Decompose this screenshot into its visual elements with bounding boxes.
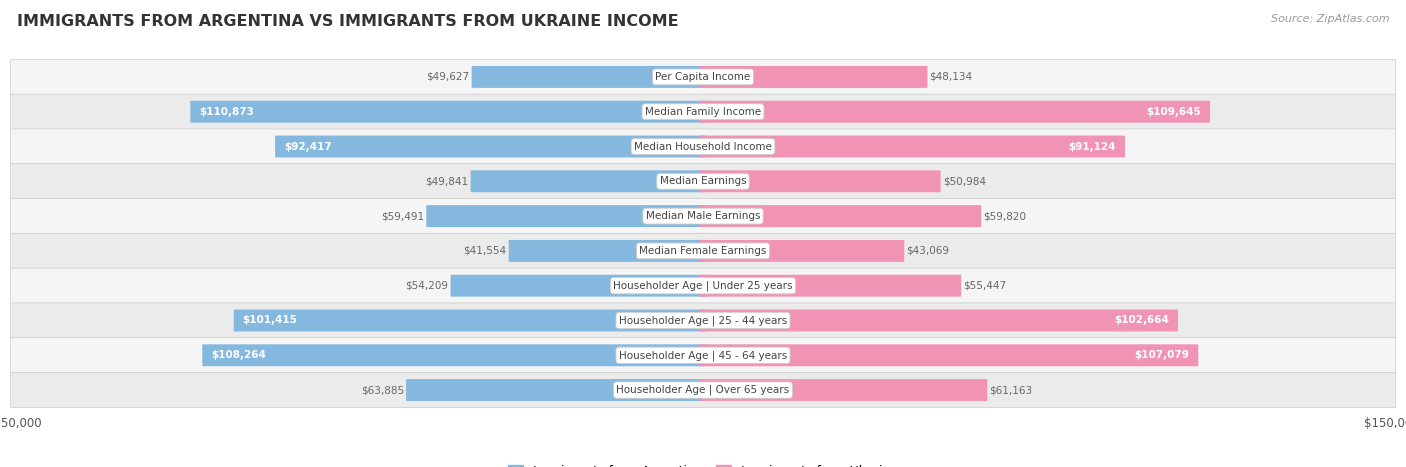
Text: $54,209: $54,209	[405, 281, 449, 290]
Text: $41,554: $41,554	[464, 246, 506, 256]
FancyBboxPatch shape	[700, 135, 1125, 157]
FancyBboxPatch shape	[11, 303, 1395, 338]
Text: $50,984: $50,984	[942, 177, 986, 186]
Text: $61,163: $61,163	[990, 385, 1032, 395]
FancyBboxPatch shape	[11, 338, 1395, 373]
FancyBboxPatch shape	[190, 101, 706, 123]
Text: $43,069: $43,069	[907, 246, 949, 256]
Text: IMMIGRANTS FROM ARGENTINA VS IMMIGRANTS FROM UKRAINE INCOME: IMMIGRANTS FROM ARGENTINA VS IMMIGRANTS …	[17, 14, 679, 29]
FancyBboxPatch shape	[471, 66, 706, 88]
FancyBboxPatch shape	[11, 268, 1395, 303]
Text: Median Male Earnings: Median Male Earnings	[645, 211, 761, 221]
FancyBboxPatch shape	[700, 379, 987, 401]
Text: $110,873: $110,873	[200, 107, 254, 117]
FancyBboxPatch shape	[700, 66, 928, 88]
FancyBboxPatch shape	[11, 234, 1395, 269]
FancyBboxPatch shape	[700, 205, 981, 227]
Text: $101,415: $101,415	[243, 316, 298, 325]
FancyBboxPatch shape	[700, 275, 962, 297]
Text: $92,417: $92,417	[284, 142, 332, 151]
FancyBboxPatch shape	[233, 310, 706, 332]
Text: $102,664: $102,664	[1114, 316, 1168, 325]
Text: Median Household Income: Median Household Income	[634, 142, 772, 151]
FancyBboxPatch shape	[276, 135, 706, 157]
Text: $109,645: $109,645	[1146, 107, 1201, 117]
FancyBboxPatch shape	[11, 59, 1395, 94]
FancyBboxPatch shape	[426, 205, 706, 227]
FancyBboxPatch shape	[700, 101, 1211, 123]
Legend: Immigrants from Argentina, Immigrants from Ukraine: Immigrants from Argentina, Immigrants fr…	[503, 460, 903, 467]
Text: $59,820: $59,820	[983, 211, 1026, 221]
Text: $49,841: $49,841	[426, 177, 468, 186]
Text: $107,079: $107,079	[1135, 350, 1189, 360]
Text: $55,447: $55,447	[963, 281, 1007, 290]
FancyBboxPatch shape	[700, 310, 1178, 332]
FancyBboxPatch shape	[509, 240, 706, 262]
FancyBboxPatch shape	[11, 373, 1395, 408]
Text: $63,885: $63,885	[361, 385, 404, 395]
Text: $91,124: $91,124	[1069, 142, 1116, 151]
FancyBboxPatch shape	[471, 170, 706, 192]
FancyBboxPatch shape	[700, 170, 941, 192]
Text: $59,491: $59,491	[381, 211, 425, 221]
FancyBboxPatch shape	[11, 198, 1395, 234]
Text: Median Family Income: Median Family Income	[645, 107, 761, 117]
Text: $48,134: $48,134	[929, 72, 973, 82]
Text: $49,627: $49,627	[426, 72, 470, 82]
Text: Householder Age | Under 25 years: Householder Age | Under 25 years	[613, 281, 793, 291]
Text: Median Earnings: Median Earnings	[659, 177, 747, 186]
Text: Source: ZipAtlas.com: Source: ZipAtlas.com	[1271, 14, 1389, 24]
FancyBboxPatch shape	[11, 94, 1395, 129]
FancyBboxPatch shape	[700, 240, 904, 262]
Text: $108,264: $108,264	[211, 350, 266, 360]
FancyBboxPatch shape	[406, 379, 706, 401]
Text: Householder Age | 45 - 64 years: Householder Age | 45 - 64 years	[619, 350, 787, 361]
Text: Householder Age | 25 - 44 years: Householder Age | 25 - 44 years	[619, 315, 787, 326]
Text: Per Capita Income: Per Capita Income	[655, 72, 751, 82]
FancyBboxPatch shape	[11, 164, 1395, 199]
Text: Householder Age | Over 65 years: Householder Age | Over 65 years	[616, 385, 790, 396]
FancyBboxPatch shape	[700, 344, 1198, 366]
FancyBboxPatch shape	[11, 129, 1395, 164]
Text: Median Female Earnings: Median Female Earnings	[640, 246, 766, 256]
FancyBboxPatch shape	[202, 344, 706, 366]
FancyBboxPatch shape	[450, 275, 706, 297]
